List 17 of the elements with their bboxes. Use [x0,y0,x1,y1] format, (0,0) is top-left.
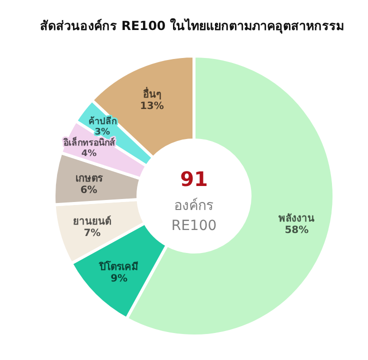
text: องค์กร [174,197,214,214]
data-label: 3% [94,127,110,138]
data-label: 6% [80,185,98,196]
slice-label: พลังงาน [278,212,315,224]
slice-label: อื่นๆ [142,86,161,101]
data-label: 9% [110,273,128,284]
data-label: 4% [81,149,97,160]
slice-label: เกษตร [75,174,104,185]
text: 91 [180,167,208,191]
slice-label: อิเล็กทรอนิกส์ [62,136,116,149]
data-label: 58% [284,224,309,236]
data-label: 13% [140,101,164,112]
slice-label: ยานยนต์ [73,216,112,228]
text: RE100 [171,218,217,234]
data-label: 7% [84,228,101,240]
chart-title: สัดส่วนองค์กร RE100 ในไทยแยกตามภาคอุตสาหกรรม [40,18,344,34]
slice-label: ปิโตรเคมี [98,260,139,273]
